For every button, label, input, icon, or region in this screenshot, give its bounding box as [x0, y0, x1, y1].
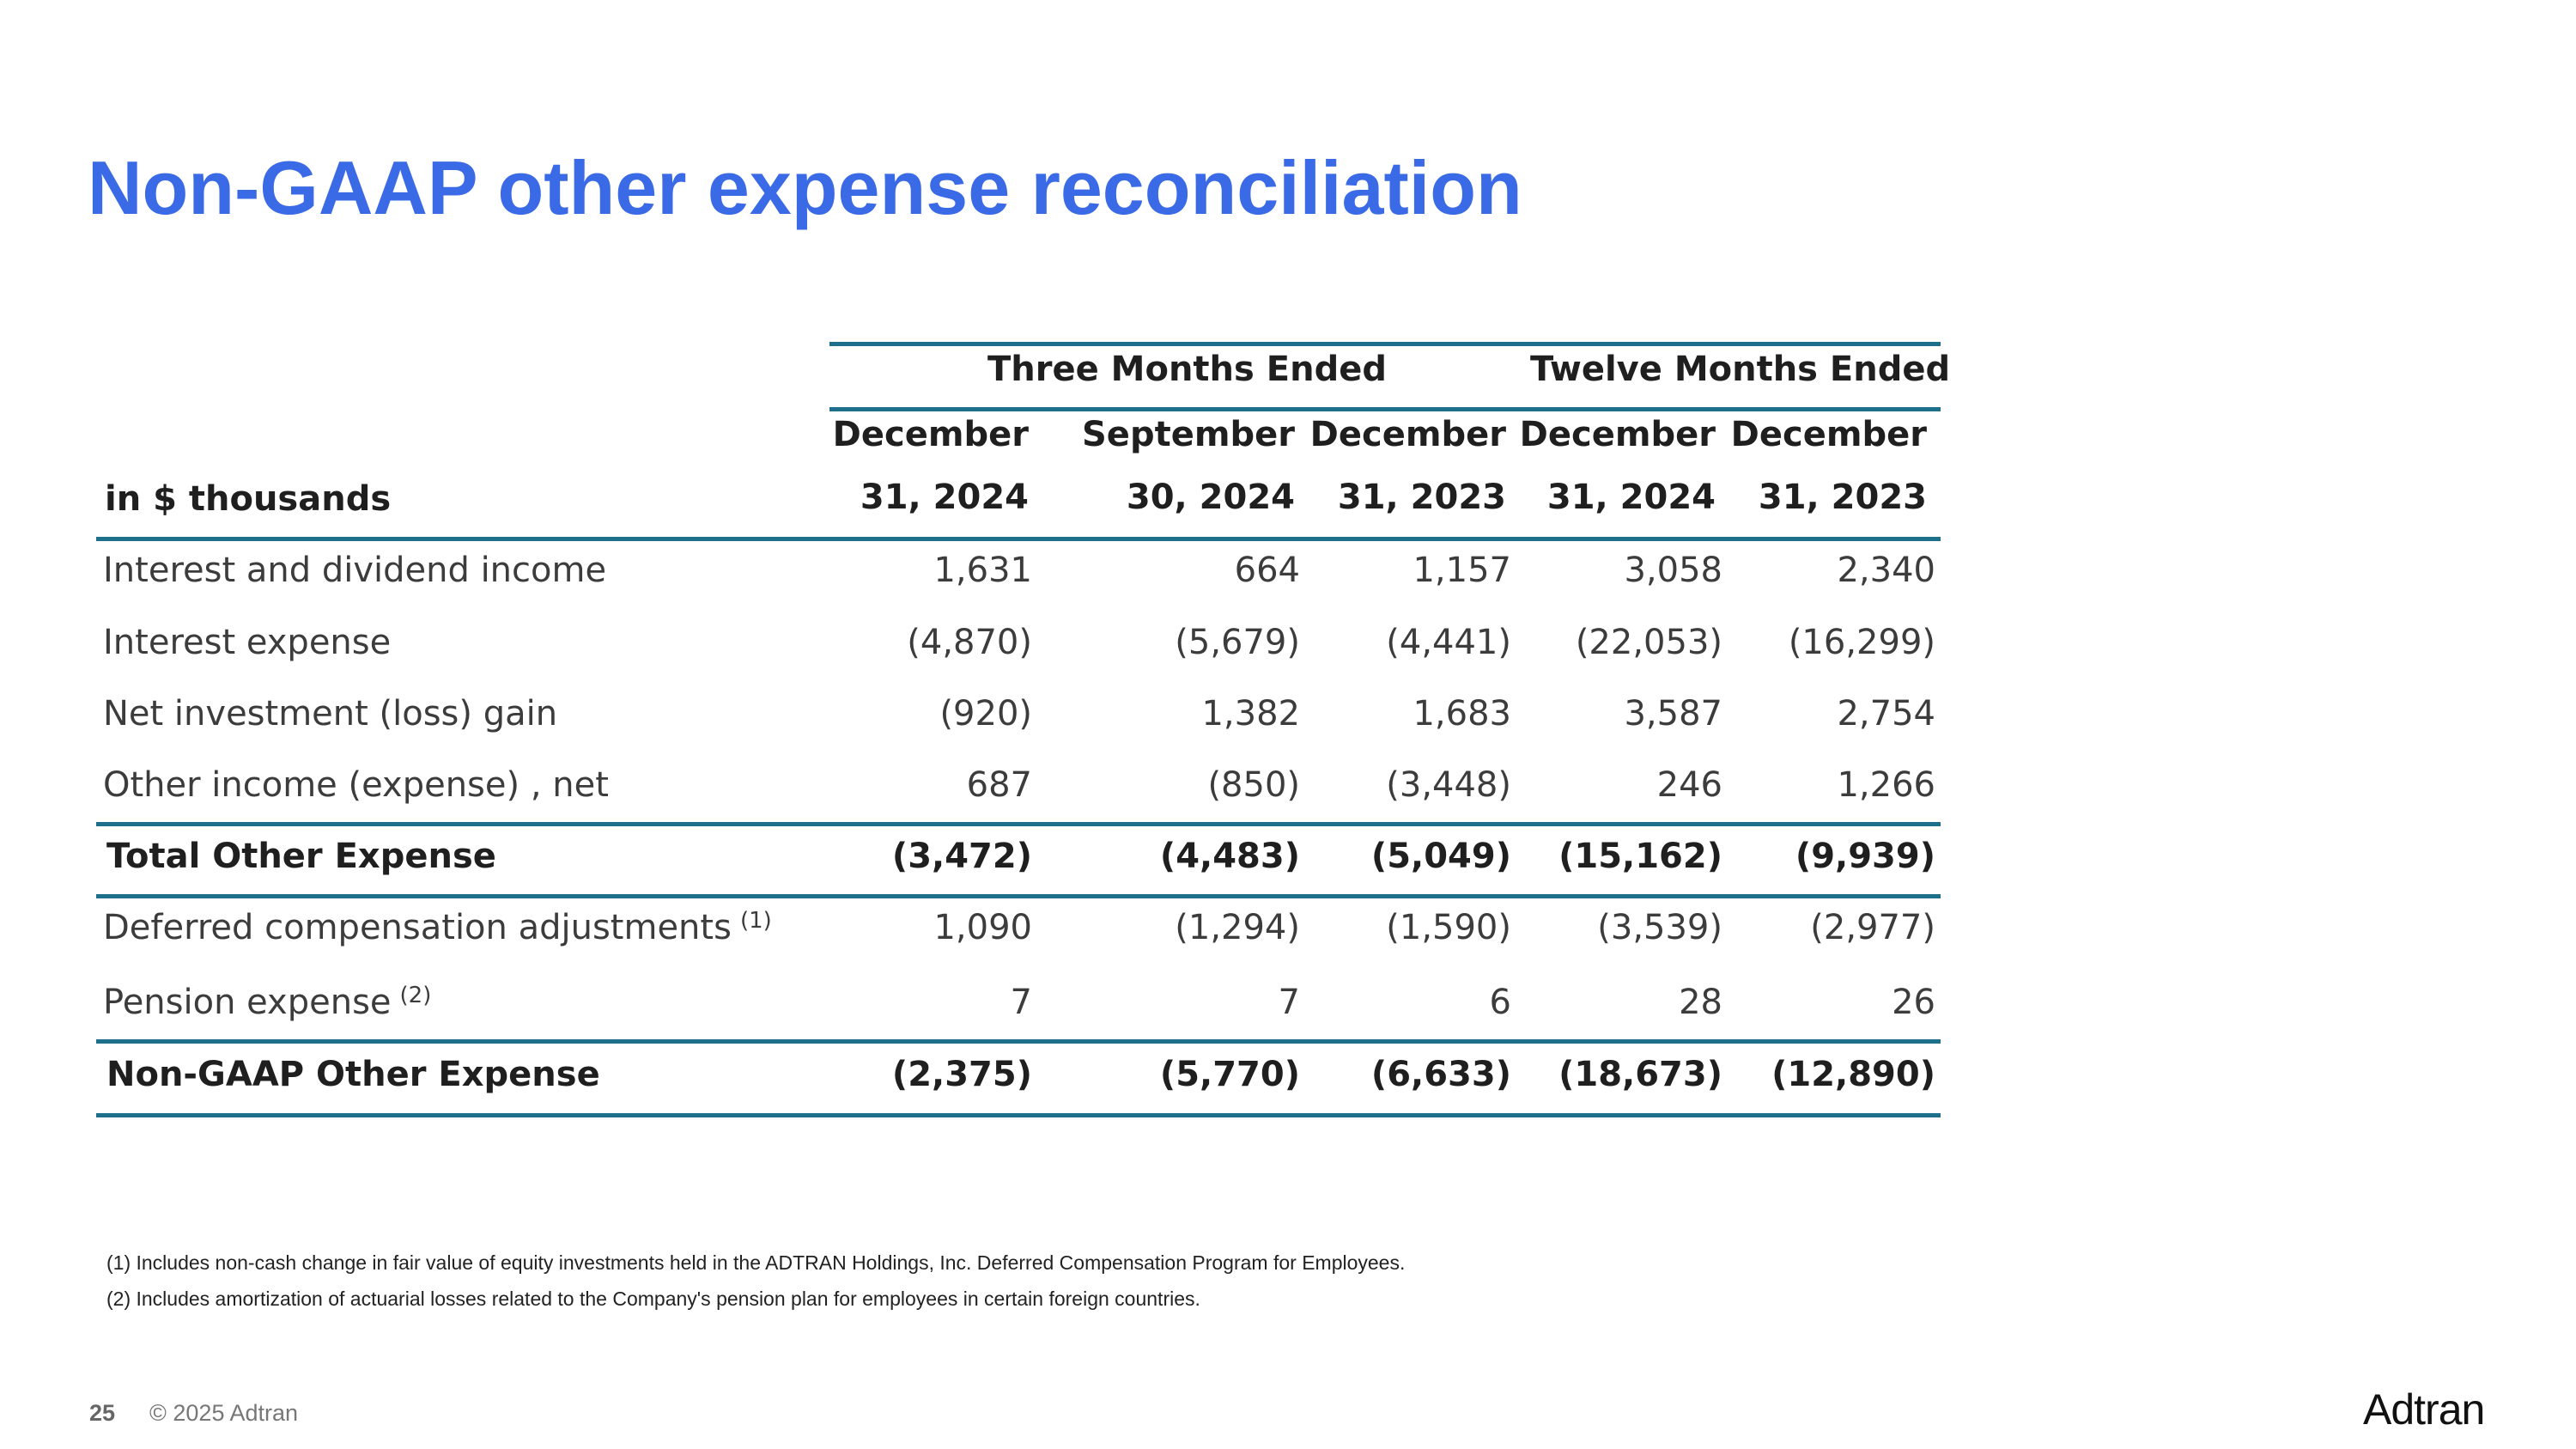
row-label: Deferred compensation adjustments (1): [103, 907, 772, 948]
table-cell: (5,049): [1370, 837, 1511, 876]
page-title: Non-GAAP other expense reconciliation: [88, 145, 1522, 230]
table-cell: (2,977): [1810, 908, 1935, 947]
table-cell: (4,441): [1386, 623, 1511, 662]
group-header-three-months: Three Months Ended: [987, 350, 1387, 389]
col-header-2-line2: 30, 2024: [1126, 478, 1295, 517]
table-cell: (18,673): [1558, 1055, 1722, 1094]
table-cell: (2,375): [891, 1055, 1032, 1094]
table-cell: 687: [966, 765, 1032, 805]
table-cell: (5,679): [1175, 623, 1300, 662]
col-header-4-line1: December: [1519, 415, 1716, 454]
adtran-logo: Adtran: [2363, 1385, 2485, 1434]
row-label: Net investment (loss) gain: [103, 693, 557, 734]
table-cell: 1,157: [1413, 551, 1511, 590]
table-header-rule: [96, 537, 1941, 541]
table-cell: 1,090: [933, 908, 1032, 947]
table-cell: 26: [1892, 983, 1935, 1022]
table-cell: (850): [1207, 765, 1300, 805]
table-cell: 2,340: [1837, 551, 1935, 590]
table-cell: (4,483): [1159, 837, 1300, 876]
table-cell: 7: [1010, 983, 1032, 1022]
table-cell: 6: [1489, 983, 1511, 1022]
table-cell: 1,382: [1201, 694, 1300, 734]
table-cell: 3,058: [1624, 551, 1722, 590]
table-cell: (3,448): [1386, 765, 1511, 805]
footnote-1: (1) Includes non-cash change in fair val…: [106, 1251, 1406, 1274]
footnote-marker: (2): [399, 983, 432, 1008]
row-label-text: Total Other Expense: [106, 837, 496, 876]
footnote-2: (2) Includes amortization of actuarial l…: [106, 1288, 1200, 1310]
table-cell: 3,587: [1624, 694, 1722, 734]
footnote-marker: (1): [739, 908, 772, 934]
col-header-3-line1: December: [1309, 415, 1506, 454]
table-cell: (12,890): [1771, 1055, 1935, 1094]
col-header-3-line2: 31, 2023: [1337, 478, 1506, 517]
row-label: Interest and dividend income: [103, 550, 606, 591]
row-label: Pension expense (2): [103, 982, 431, 1023]
total-rule-bottom: [96, 894, 1941, 898]
table-cell: 2,754: [1837, 694, 1935, 734]
table-cell: 7: [1278, 983, 1300, 1022]
row-label-text: Deferred compensation adjustments: [103, 908, 732, 947]
table-cell: (6,633): [1370, 1055, 1511, 1094]
total-rule-top: [96, 822, 1941, 826]
table-cell: (3,539): [1597, 908, 1722, 947]
nongaap-rule-top: [96, 1039, 1941, 1044]
table-cell: (15,162): [1558, 837, 1722, 876]
row-label: Non-GAAP Other Expense: [106, 1054, 600, 1095]
row-label: Total Other Expense: [106, 836, 496, 877]
table-cell: 664: [1234, 551, 1300, 590]
page-number: 25: [89, 1400, 116, 1426]
row-label-text: Non-GAAP Other Expense: [106, 1055, 600, 1094]
group-header-twelve-months: Twelve Months Ended: [1530, 350, 1951, 389]
unit-label: in $ thousands: [105, 479, 392, 519]
table-cell: 28: [1679, 983, 1722, 1022]
row-label: Interest expense: [103, 622, 391, 663]
col-header-5-line2: 31, 2023: [1758, 478, 1927, 517]
copyright: © 2025 Adtran: [149, 1400, 299, 1426]
row-label: Other income (expense) , net: [103, 764, 609, 806]
table-cell: (1,294): [1175, 908, 1300, 947]
table-cell: (920): [939, 694, 1032, 734]
table-cell: (9,939): [1795, 837, 1935, 876]
col-header-4-line2: 31, 2024: [1546, 478, 1716, 517]
row-label-text: Interest and dividend income: [103, 551, 607, 590]
table-cell: (1,590): [1386, 908, 1511, 947]
row-label-text: Other income (expense) , net: [103, 765, 609, 805]
reconciliation-table: Three Months Ended Twelve Months Ended D…: [96, 342, 1951, 1117]
table-group-rule: [829, 407, 1941, 411]
table-cell: (16,299): [1788, 623, 1935, 662]
col-header-1-line1: December: [832, 415, 1029, 454]
table-cell: 246: [1656, 765, 1722, 805]
table-cell: 1,683: [1413, 694, 1511, 734]
table-cell: (22,053): [1575, 623, 1722, 662]
nongaap-rule-bottom: [96, 1113, 1941, 1117]
table-cell: (4,870): [907, 623, 1032, 662]
table-cell: (5,770): [1159, 1055, 1300, 1094]
table-cell: (3,472): [891, 837, 1032, 876]
col-header-5-line1: December: [1730, 415, 1927, 454]
row-label-text: Interest expense: [103, 623, 392, 662]
table-top-rule: [829, 342, 1941, 346]
row-label-text: Pension expense: [103, 983, 392, 1022]
col-header-1-line2: 31, 2024: [860, 478, 1029, 517]
table-cell: 1,631: [933, 551, 1032, 590]
row-label-text: Net investment (loss) gain: [103, 694, 558, 734]
table-cell: 1,266: [1837, 765, 1935, 805]
col-header-2-line1: September: [1082, 415, 1295, 454]
